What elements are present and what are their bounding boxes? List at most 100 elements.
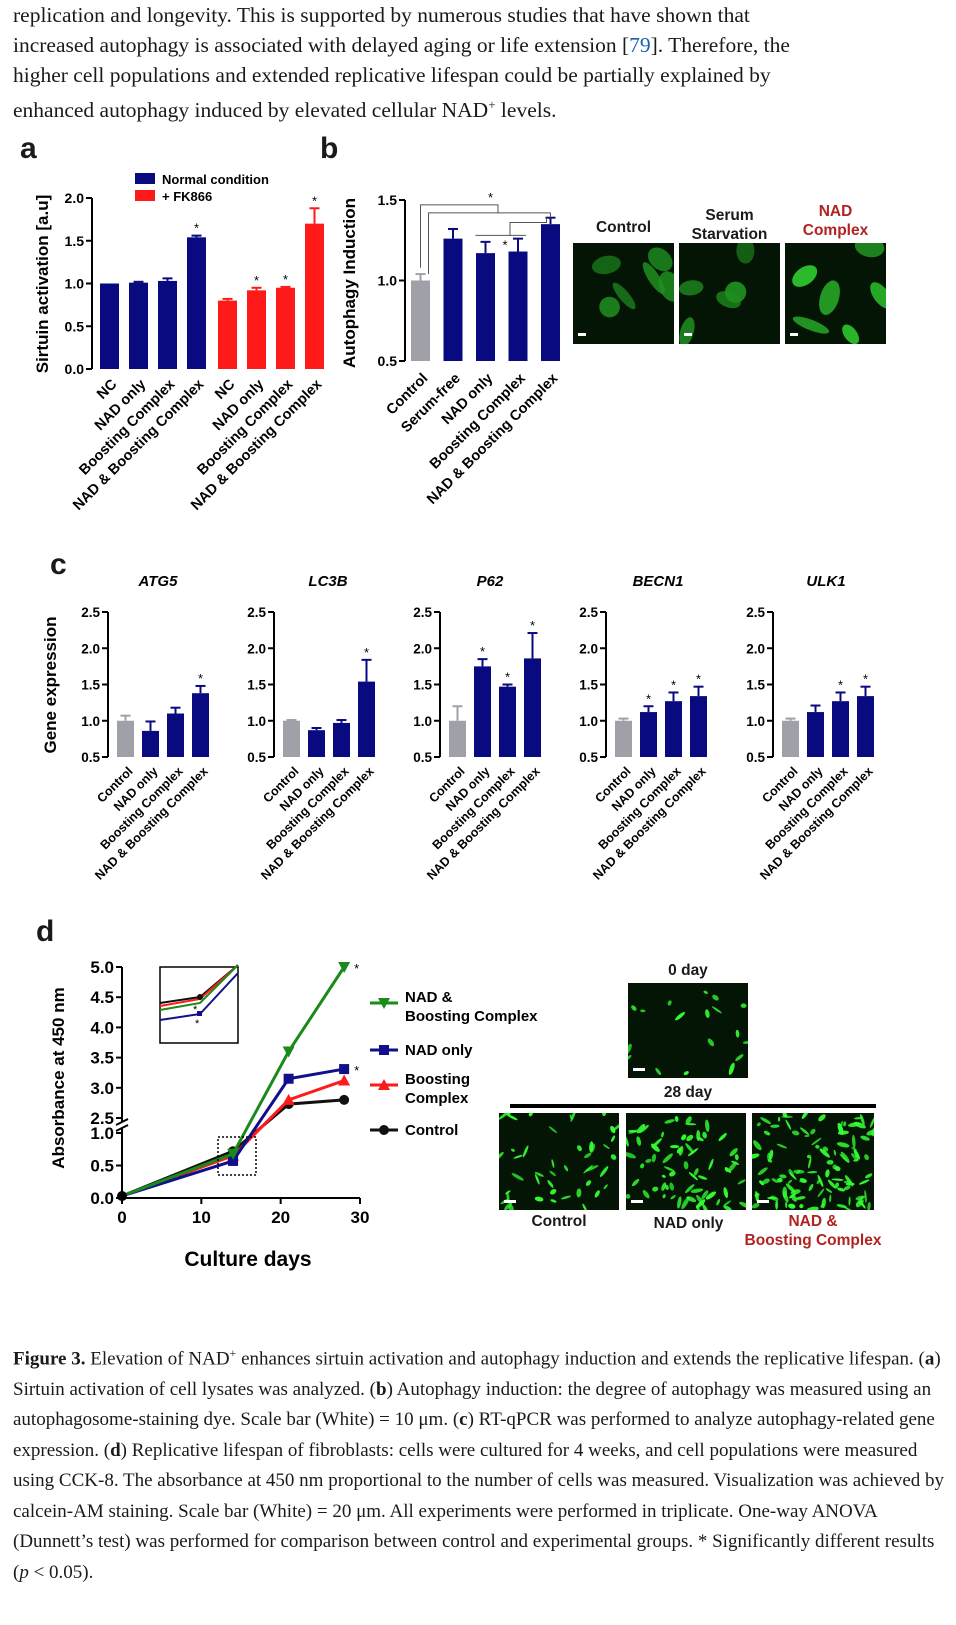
bar-c-3-3 [690,696,707,757]
y-tick-label: 2.5 [413,605,432,620]
intro-superscript: + [488,97,496,112]
intro-line-4a: enhanced autophagy induced by elevated c… [13,98,489,123]
caption-text: ) Sirtuin activation of cell lysates was… [13,1348,941,1400]
intro-line-3: higher cell populations and extended rep… [13,63,771,87]
cell-blob [867,1202,871,1210]
cell-blob [759,1180,765,1186]
cell-blob [864,1173,873,1179]
cell-blob [683,1071,689,1076]
y-tick-label: 0.5 [65,318,85,334]
caption-text: ) RT-qPCR was performed to analyze autop… [13,1409,935,1461]
cell-blob [626,1193,631,1199]
cell-blob [645,1158,652,1163]
intro-paragraph: replication and longevity. This is suppo… [13,0,943,125]
cell-blob [708,1158,714,1171]
cell-blob [837,1187,846,1192]
green-cells-image [790,243,886,344]
cell-blob [504,1202,513,1210]
significance-star: * [194,221,199,236]
cell-blob [787,1179,792,1184]
green-cells-image [499,1113,619,1210]
cell-blob [626,1152,636,1159]
cell-blob [723,1200,732,1207]
cell-blob [831,1178,844,1181]
x-tick-label: 20 [271,1208,290,1227]
cell-blob [610,1125,616,1134]
cell-blob [599,296,620,318]
caption-ref-d: d [110,1439,121,1461]
bar-c-3-0 [615,720,632,757]
x-axis-label: Culture days [184,1248,311,1271]
y-axis-label: Sirtuin activation [a.u] [33,195,52,374]
cell-blob [697,1175,708,1180]
cell-blob [788,1168,794,1177]
y-tick-label: 1.0 [579,714,598,729]
y-tick-label: 5.0 [90,958,114,977]
cell-blob [757,1167,768,1176]
citation-link[interactable]: 79 [629,33,651,57]
y-tick-label: 0.0 [90,1189,114,1208]
y-tick-label: 2.0 [247,641,266,656]
caption-text: < 0.05). [28,1561,94,1583]
green-cells-image [679,243,755,344]
y-tick-label: 0.5 [579,750,598,765]
cell-blob [851,1153,859,1161]
cell-blob [599,1166,609,1177]
micro-d-day0 [628,983,748,1078]
gene-title: LC3B [308,573,347,590]
cell-blob [661,1182,667,1191]
bar-1-1 [247,290,266,369]
cell-blob [854,1117,863,1120]
cell-blob [548,1126,558,1134]
x-tick-label: 0 [117,1208,126,1227]
gene-title: P62 [477,573,504,590]
cell-blob [582,1203,587,1210]
caption-ref-b: b [376,1378,387,1400]
cell-blob [864,1154,869,1161]
cell-blob [800,1127,810,1136]
micro-d-control [499,1113,619,1210]
bar-b-2 [476,253,495,361]
cell-blob [810,1128,816,1135]
cell-blob [776,1177,783,1183]
cell-blob [636,1136,642,1146]
cell-blob [853,1121,866,1129]
significance-star: * [646,691,651,706]
micro-d-nad-only [626,1113,746,1210]
cell-blob [603,1144,610,1150]
cell-blob [685,1184,695,1194]
bar-b-4 [541,224,560,361]
y-tick-label: 1.0 [90,1124,114,1143]
intro-line-2b: ]. Therefore, the [650,33,790,57]
bar-0-0 [100,283,119,369]
legend-label: Boosting [405,1071,470,1088]
cell-blob [528,1113,533,1117]
cell-blob [612,282,636,310]
y-tick-label: 1.5 [247,678,266,693]
cell-blob [770,1124,780,1128]
significance-star: * [863,672,868,687]
marker [338,962,351,973]
y-tick-label: 1.5 [746,678,765,693]
bar-c-4-1 [807,712,824,757]
cell-blob [707,1038,715,1047]
cell-blob [663,1166,675,1172]
cell-blob [840,1151,850,1163]
cell-blob [858,1179,870,1185]
cell-blob [611,1135,616,1142]
y-tick-label: 0.5 [247,750,266,765]
bar-c-2-2 [499,686,516,757]
cell-blob [507,1114,518,1121]
y-tick-label: 2.0 [746,641,765,656]
cell-blob [551,1159,555,1168]
cell-blob [603,1184,608,1190]
cell-blob [508,1204,514,1210]
significance-star: * [502,237,507,252]
panel-label-c: c [50,548,67,581]
bar-c-1-1 [308,730,325,757]
cell-blob [816,1179,821,1185]
bar-c-4-2 [832,701,849,757]
cell-blob [869,1116,874,1128]
cell-blob [842,324,860,344]
cell-blob [817,1174,824,1188]
